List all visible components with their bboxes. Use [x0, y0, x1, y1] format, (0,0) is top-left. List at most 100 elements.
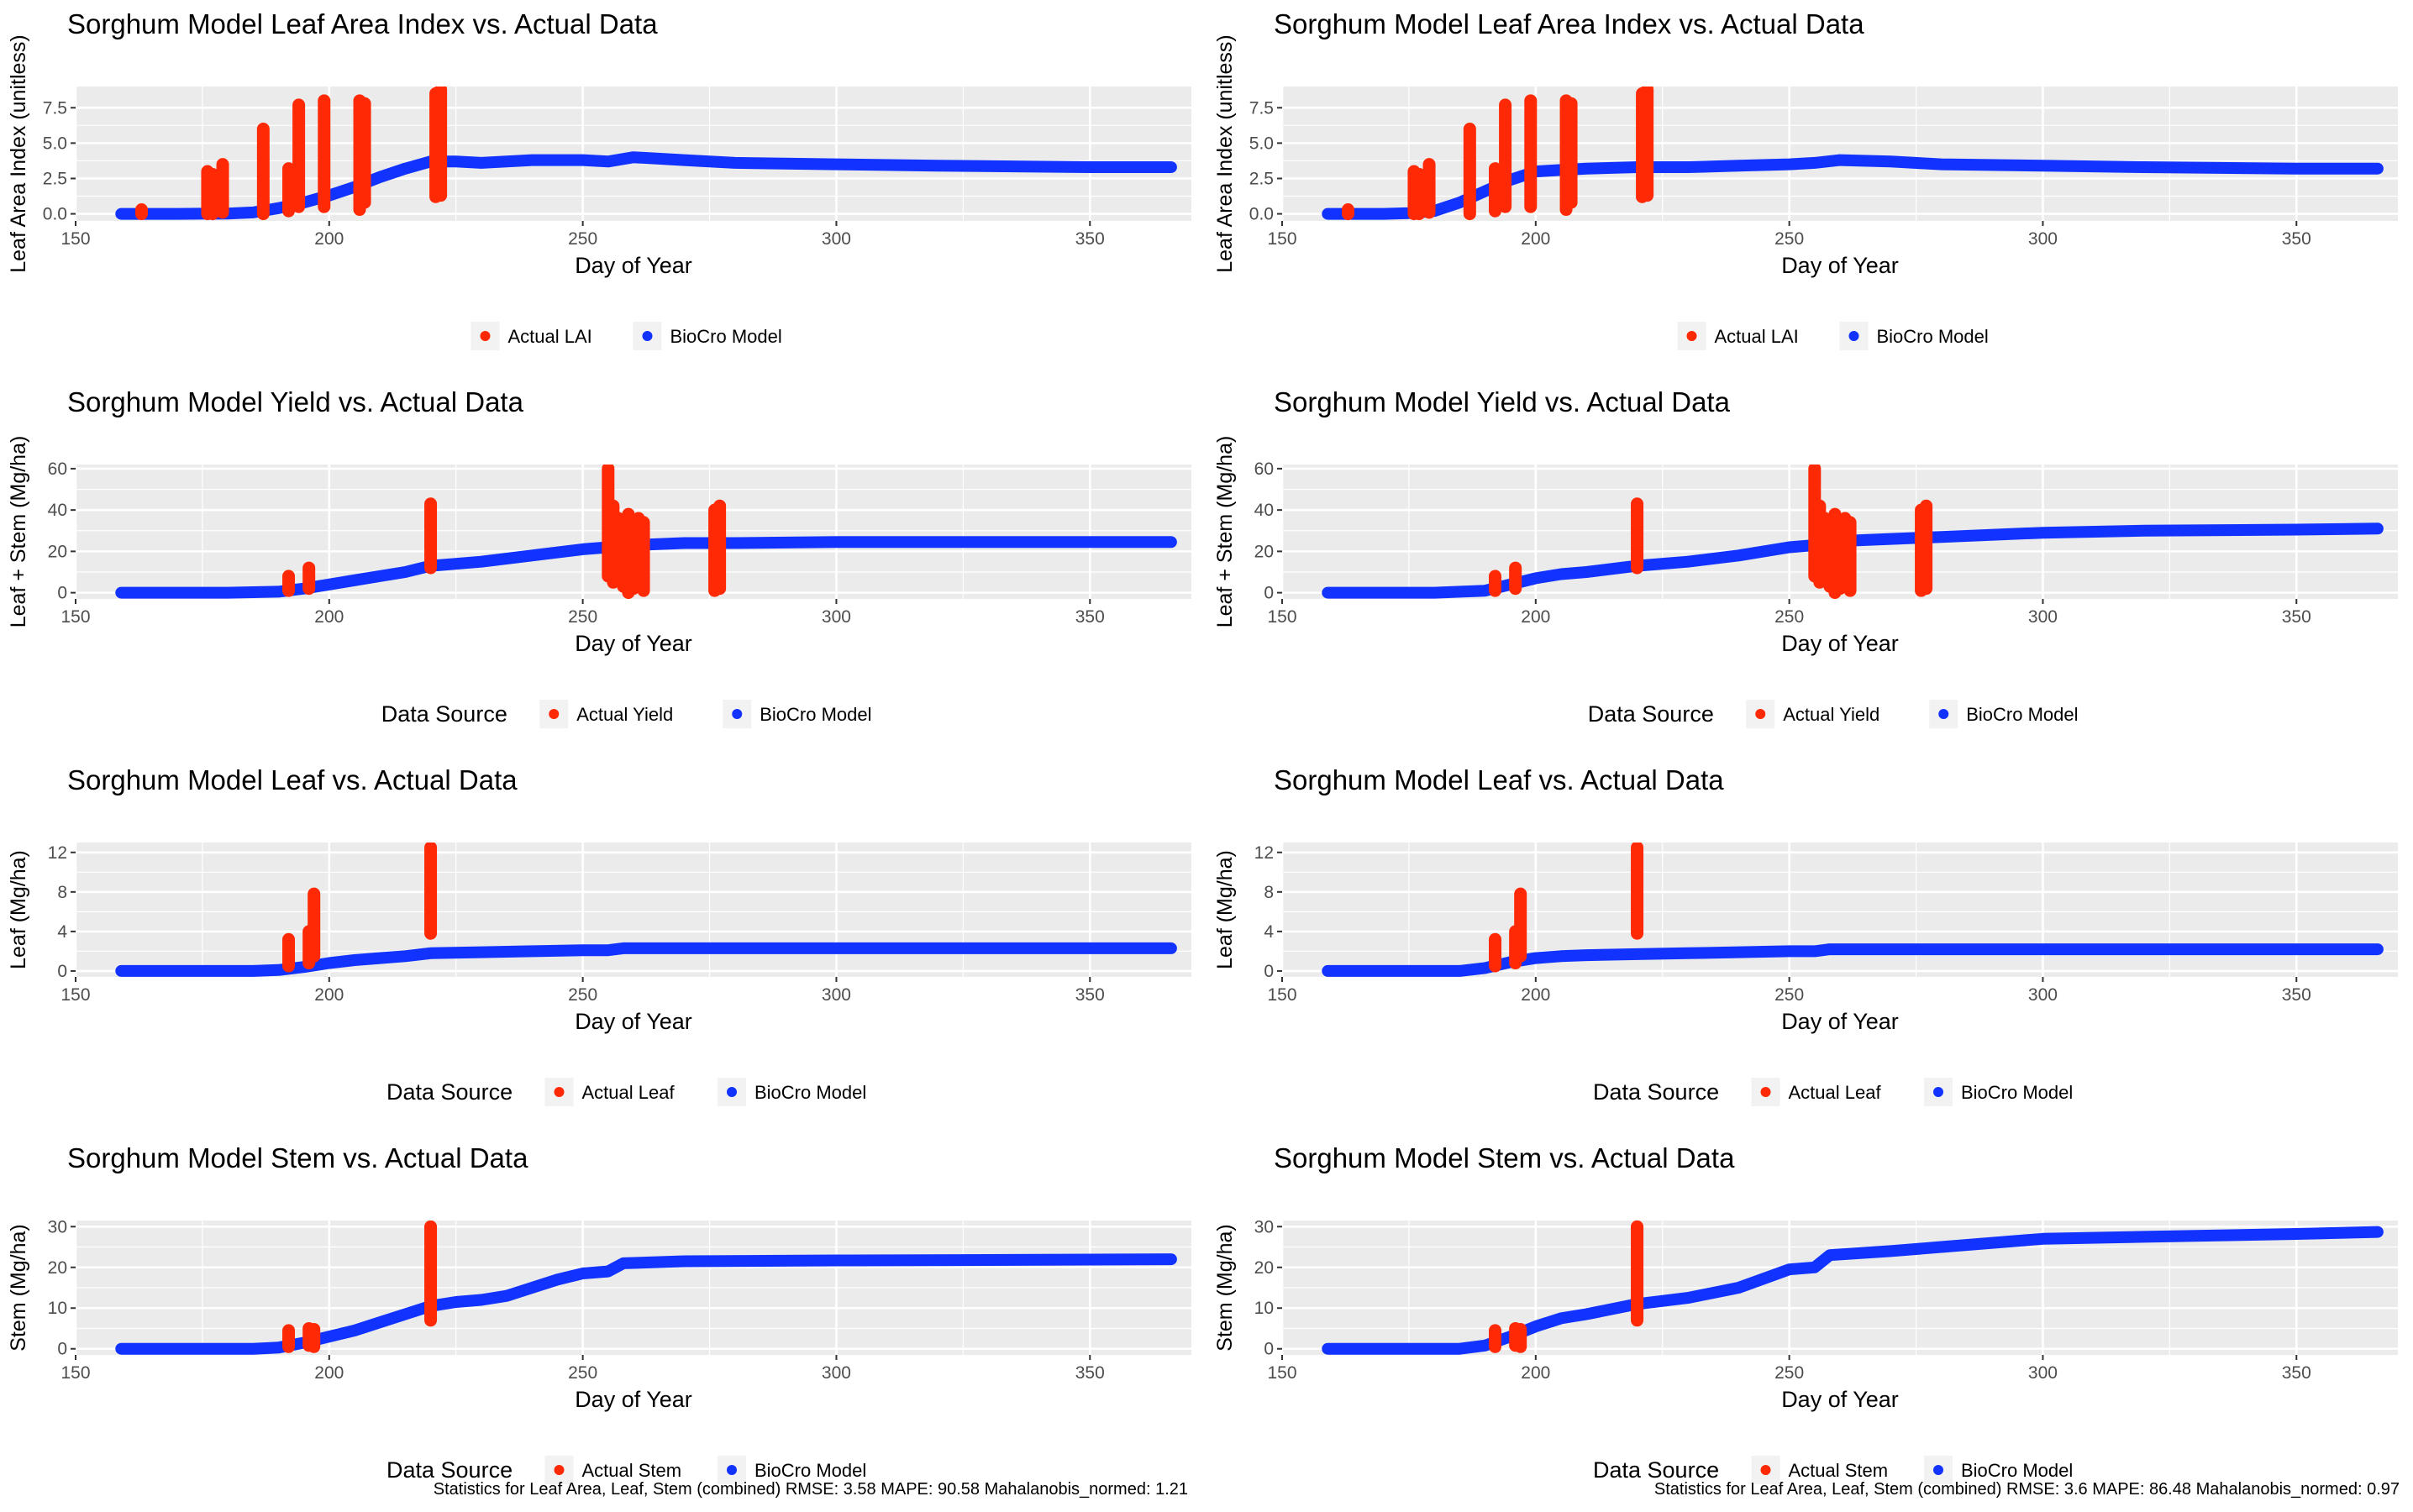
- x-tick-label: 150: [1267, 1363, 1296, 1383]
- x-tick-label: 350: [1075, 607, 1105, 627]
- legend-key-actual: [554, 1465, 565, 1475]
- actual-series: [282, 843, 438, 973]
- y-tick-label: 0.0: [1249, 205, 1274, 224]
- y-tick-label: 4: [1264, 922, 1274, 942]
- x-axis-title: Day of Year: [1781, 631, 1899, 656]
- x-tick-label: 350: [2282, 1363, 2311, 1383]
- y-axis-title: Leaf (Mg/ha): [1213, 850, 1237, 969]
- legend-key-model: [727, 1465, 737, 1475]
- x-tick-label: 150: [1267, 229, 1296, 249]
- legend-label-model: BioCro Model: [1961, 1082, 2073, 1103]
- x-tick-label: 150: [60, 985, 90, 1005]
- y-tick-label: 20: [48, 1258, 67, 1278]
- legend-label-model: BioCro Model: [760, 704, 871, 725]
- legend-label-actual: Actual Stem: [1789, 1460, 1889, 1481]
- x-tick-label: 150: [60, 607, 90, 627]
- legend-key-actual: [1686, 331, 1697, 341]
- y-tick-label: 20: [1254, 1258, 1274, 1278]
- x-tick-label: 300: [2028, 229, 2058, 249]
- x-tick-label: 200: [314, 607, 344, 627]
- actual-series: [1489, 1221, 1644, 1353]
- y-axis-title: Leaf Area Index (unitless): [7, 34, 30, 273]
- x-tick-label: 350: [2282, 229, 2311, 249]
- legend-title: Data Source: [1588, 701, 1714, 727]
- chart-title: Sorghum Model Leaf vs. Actual Data: [67, 764, 518, 795]
- legend-label-actual: Actual Leaf: [1789, 1082, 1882, 1103]
- legend-key-model: [732, 709, 743, 719]
- y-tick-label: 0: [1264, 962, 1274, 981]
- panel-right-yield: Sorghum Model Yield vs. Actual Data 150 20…: [1206, 378, 2413, 756]
- legend-label-actual: Actual Leaf: [582, 1082, 676, 1103]
- y-tick-label: 0: [1264, 584, 1274, 603]
- y-tick-label: 0: [57, 962, 67, 981]
- chart-right-lai: Sorghum Model Leaf Area Index vs. Actual…: [1213, 8, 2398, 350]
- legend-title: Data Source: [1593, 1457, 1719, 1483]
- y-tick-label: 5.0: [1249, 134, 1274, 153]
- legend-key-model: [642, 331, 653, 341]
- y-tick-label: 5.0: [43, 134, 67, 153]
- panel-right-leaf: Sorghum Model Leaf vs. Actual Data 150 200…: [1206, 756, 2413, 1134]
- legend-label-model: BioCro Model: [754, 1082, 866, 1103]
- x-tick-label: 150: [60, 1363, 90, 1383]
- panel-left-stem: Sorghum Model Stem vs. Actual Data 150 200…: [0, 1134, 1206, 1512]
- x-tick-label: 150: [60, 229, 90, 249]
- y-tick-label: 10: [1254, 1299, 1274, 1318]
- x-tick-label: 250: [568, 229, 597, 249]
- panel-right-lai: Sorghum Model Leaf Area Index vs. Actual…: [1206, 0, 2413, 378]
- x-tick-label: 250: [568, 1363, 597, 1383]
- chart-right-stem: Sorghum Model Stem vs. Actual Data 150 20 0…: [1213, 1142, 2398, 1484]
- x-tick-label: 300: [822, 607, 851, 627]
- x-tick-label: 250: [568, 607, 597, 627]
- legend-title: Data Source: [386, 1457, 513, 1483]
- legend-key-model: [727, 1087, 737, 1097]
- x-tick-label: 200: [314, 229, 344, 249]
- actual-series: [1489, 843, 1644, 973]
- grid-lines: [74, 1221, 1191, 1355]
- panel-right-stem: Sorghum Model Stem vs. Actual Data 150 20 0…: [1206, 1134, 2413, 1512]
- x-tick-label: 200: [314, 985, 344, 1005]
- actual-series: [134, 87, 448, 221]
- model-series-line: [1322, 943, 2384, 977]
- legend-key-actual: [554, 1087, 565, 1097]
- model-series-line: [115, 151, 1177, 220]
- y-tick-label: 7.5: [43, 98, 67, 118]
- legend: Data Source Actual Leaf BioCro Model: [386, 1078, 866, 1106]
- x-tick-label: 300: [822, 1363, 851, 1383]
- legend-key-actual: [1760, 1087, 1771, 1097]
- y-tick-label: 30: [1254, 1217, 1274, 1236]
- legend-label-actual: Actual Yield: [576, 704, 673, 725]
- legend-key-model: [1933, 1465, 1943, 1475]
- y-axis-title: Leaf Area Index (unitless): [1213, 34, 1237, 273]
- x-tick-label: 200: [314, 1363, 344, 1383]
- y-tick-label: 12: [1254, 843, 1274, 863]
- stats-left: Statistics for Leaf Area, Leaf, Stem (co…: [433, 1480, 1188, 1499]
- y-tick-label: 60: [48, 459, 67, 479]
- legend-title: Data Source: [386, 1079, 513, 1105]
- y-tick-label: 30: [48, 1217, 67, 1236]
- x-tick-label: 250: [1774, 985, 1804, 1005]
- legend-key-actual: [1760, 1465, 1771, 1475]
- chart-title: Sorghum Model Stem vs. Actual Data: [1274, 1142, 1735, 1173]
- stats-right: Statistics for Leaf Area, Leaf, Stem (co…: [1653, 1480, 2400, 1499]
- y-tick-label: 60: [1254, 459, 1274, 479]
- x-axis-title: Day of Year: [1781, 1387, 1899, 1412]
- y-tick-label: 7.5: [1249, 98, 1274, 118]
- y-tick-label: 8: [57, 883, 67, 902]
- y-tick-label: 0: [1264, 1340, 1274, 1359]
- legend-label-model: BioCro Model: [1877, 326, 1989, 347]
- y-axis-title: Leaf + Stem (Mg/ha): [7, 436, 30, 628]
- legend-key-actual: [549, 709, 560, 719]
- x-tick-label: 300: [822, 985, 851, 1005]
- y-tick-label: 40: [1254, 501, 1274, 520]
- y-axis-title: Stem (Mg/ha): [7, 1224, 30, 1351]
- chart-title: Sorghum Model Yield vs. Actual Data: [67, 386, 524, 417]
- panel-left-yield: Sorghum Model Yield vs. Actual Data 150 20…: [0, 378, 1206, 756]
- legend-label-model: BioCro Model: [670, 326, 782, 347]
- chart-left-leaf: Sorghum Model Leaf vs. Actual Data 150 200…: [7, 764, 1191, 1106]
- legend-label-model: BioCro Model: [1966, 704, 2078, 725]
- y-tick-label: 0: [57, 1340, 67, 1359]
- x-tick-label: 250: [568, 985, 597, 1005]
- actual-series: [282, 1221, 438, 1353]
